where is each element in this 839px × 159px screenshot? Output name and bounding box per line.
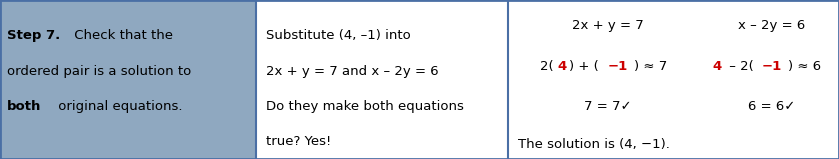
Text: −1: −1 <box>607 60 628 73</box>
Text: 6 = 6✓: 6 = 6✓ <box>748 100 795 113</box>
Text: Substitute (4, –1) into: Substitute (4, –1) into <box>266 29 411 42</box>
Text: The solution is (4, −1).: The solution is (4, −1). <box>518 138 670 151</box>
Text: 2x + y = 7: 2x + y = 7 <box>572 19 644 32</box>
Text: 2x + y = 7 and x – 2y = 6: 2x + y = 7 and x – 2y = 6 <box>266 65 439 78</box>
Text: Step 7.: Step 7. <box>7 29 60 42</box>
Text: 4: 4 <box>557 60 566 73</box>
Text: ) ≈ 7: ) ≈ 7 <box>633 60 667 73</box>
Text: Do they make both equations: Do they make both equations <box>266 100 464 113</box>
Text: ordered pair is a solution to: ordered pair is a solution to <box>7 65 191 78</box>
Text: 2(: 2( <box>539 60 554 73</box>
Text: 7 = 7✓: 7 = 7✓ <box>585 100 632 113</box>
Text: 4: 4 <box>713 60 722 73</box>
Text: −1: −1 <box>762 60 782 73</box>
Text: ) ≈ 6: ) ≈ 6 <box>788 60 821 73</box>
Text: Check that the: Check that the <box>70 29 173 42</box>
Bar <box>256 0 508 159</box>
Text: true? Yes!: true? Yes! <box>266 135 331 148</box>
Bar <box>0 0 256 159</box>
Text: both: both <box>7 100 41 113</box>
Text: ) + (: ) + ( <box>570 60 599 73</box>
Text: x – 2y = 6: x – 2y = 6 <box>738 19 805 32</box>
Text: original equations.: original equations. <box>54 100 182 113</box>
Bar <box>508 0 839 159</box>
Text: – 2(: – 2( <box>725 60 753 73</box>
